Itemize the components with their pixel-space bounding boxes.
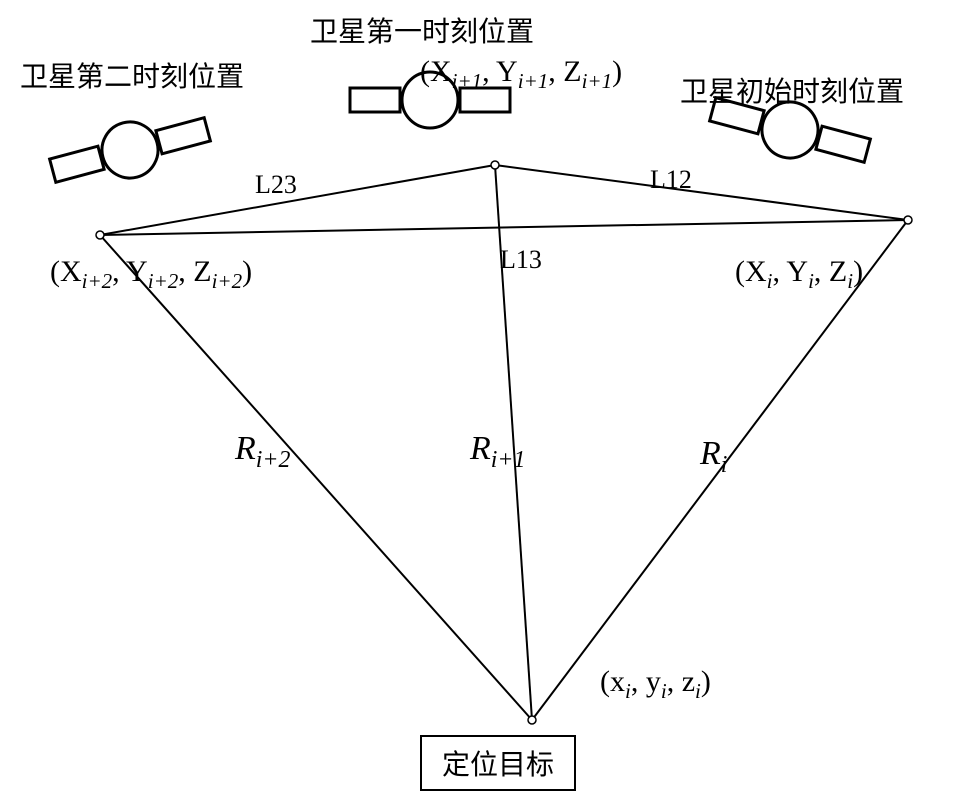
coord-label-i2: (Xi+2, Yi+2, Zi+2) [50, 255, 252, 294]
label-L13: L13 [500, 245, 542, 275]
coord1-m1: , Y [482, 55, 518, 88]
coord-label-target: (xi, yi, zi) [600, 665, 711, 704]
title-sat1: 卫星第一时刻位置 [310, 10, 534, 50]
Ri0-main: R [700, 435, 721, 472]
title-sat0: 卫星初始时刻位置 [680, 70, 904, 110]
Ri1-sub: i+1 [491, 447, 526, 473]
coord0-m2: , Z [814, 255, 847, 288]
coord2-s1: i+2 [82, 269, 113, 293]
tgt-p1: (x [600, 665, 625, 698]
label-L23: L23 [255, 170, 297, 200]
coord0-m1: , Y [773, 255, 809, 288]
coord2-m1: , Y [112, 255, 148, 288]
coord1-m2: , Z [548, 55, 581, 88]
coord0-p2: ) [853, 255, 863, 288]
title-sat2: 卫星第二时刻位置 [20, 55, 244, 95]
label-Ri2: Ri+2 [235, 430, 290, 474]
coord1-s2: i+1 [518, 69, 549, 93]
coord2-s2: i+2 [148, 269, 179, 293]
coord2-m2: , Z [178, 255, 211, 288]
Ri2-sub: i+2 [256, 447, 291, 473]
tgt-p2: ) [701, 665, 711, 698]
label-Ri1: Ri+1 [470, 430, 525, 474]
coord1-s3: i+1 [582, 69, 613, 93]
coord1-p2: ) [612, 55, 622, 88]
coord2-p2: ) [242, 255, 252, 288]
coord-label-i0: (Xi, Yi, Zi) [735, 255, 863, 294]
geometry-svg [0, 0, 966, 799]
Ri1-main: R [470, 430, 491, 467]
coord-label-i1: (Xi+1, Yi+1, Zi+1) [420, 55, 622, 94]
coord1-p1: (X [420, 55, 452, 88]
label-L12: L12 [650, 165, 692, 195]
tgt-m1: , y [631, 665, 661, 698]
Ri0-sub: i [721, 452, 728, 478]
coord2-s3: i+2 [212, 269, 243, 293]
coord1-s1: i+1 [452, 69, 483, 93]
coord0-p1: (X [735, 255, 767, 288]
satellite-icon [45, 102, 214, 198]
coord2-p1: (X [50, 255, 82, 288]
tgt-m2: , z [667, 665, 695, 698]
label-Ri0: Ri [700, 435, 727, 479]
Ri2-main: R [235, 430, 256, 467]
target-box: 定位目标 [420, 735, 576, 791]
diagram-canvas: 卫星第二时刻位置 卫星第一时刻位置 卫星初始时刻位置 (Xi+1, Yi+1, … [0, 0, 966, 799]
